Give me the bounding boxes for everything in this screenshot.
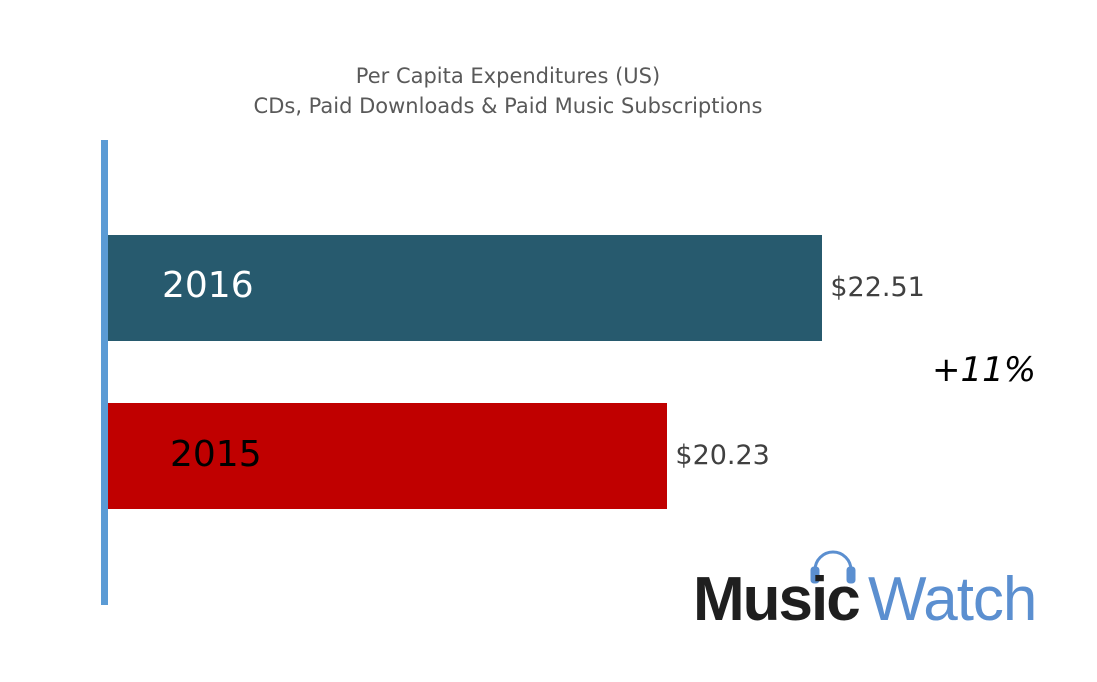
data-label-2015: $20.23 (675, 440, 770, 471)
chart-title: Per Capita Expenditures (US) (355, 64, 661, 88)
category-label-2015: 2015 (170, 434, 262, 475)
change-annotation: +11% (932, 350, 1037, 390)
musicwatch-logo: Music Watch (693, 550, 1037, 628)
headphones-icon (810, 550, 856, 584)
chart-subtitle: CDs, Paid Downloads & Paid Music Subscri… (253, 94, 763, 118)
category-label-2016: 2016 (162, 265, 254, 306)
bar-2015 (108, 403, 668, 509)
bar-2016 (108, 235, 823, 341)
svg-text:Watch: Watch (868, 565, 1036, 628)
y-axis-line (101, 140, 108, 605)
data-label-2016: $22.51 (830, 272, 925, 303)
svg-text:Music: Music (693, 565, 859, 628)
